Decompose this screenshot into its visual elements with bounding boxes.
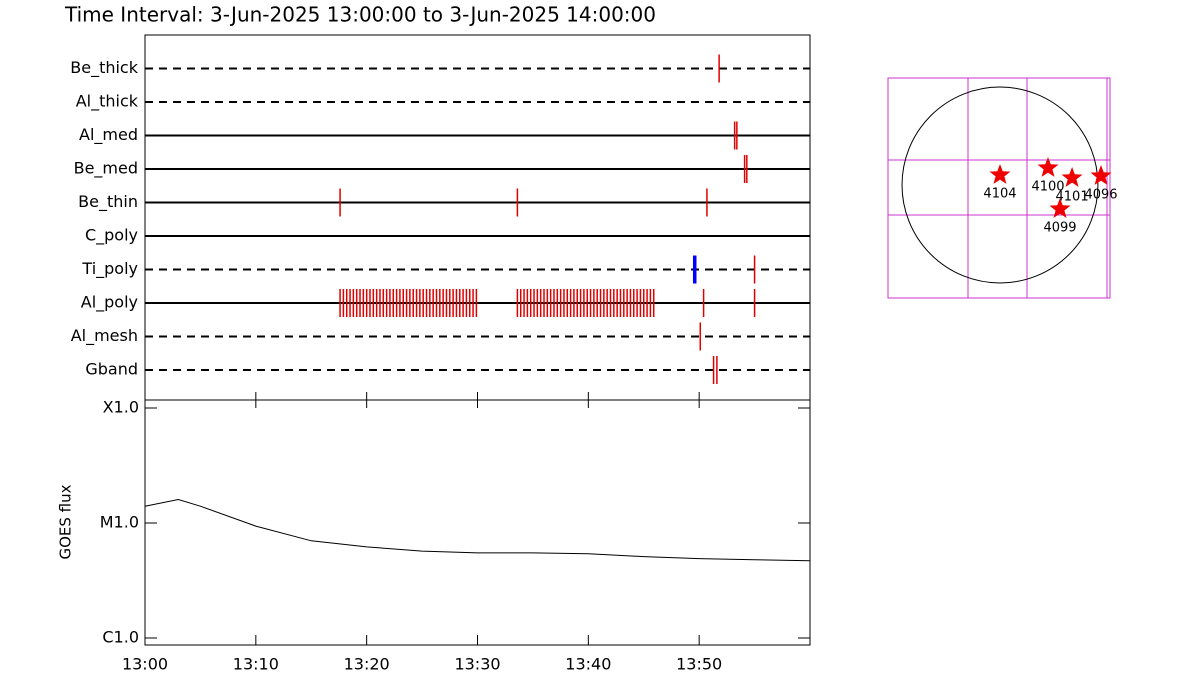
y-axis-label: GOES flux	[57, 484, 75, 559]
row-label: C_poly	[85, 226, 138, 246]
goes-curve	[144, 498, 811, 562]
row-label: Ti_poly	[81, 259, 138, 279]
row-label: Be_thick	[70, 58, 138, 78]
row-label: Al_med	[79, 125, 138, 145]
map-frame	[887, 77, 1111, 299]
row-label: Al_mesh	[71, 326, 138, 346]
y-tick-label: M1.0	[100, 513, 139, 532]
region-label: 4104	[983, 187, 1016, 202]
x-tick-label: 13:00	[122, 655, 168, 674]
row-label: Gband	[85, 360, 138, 379]
region-star	[1049, 198, 1071, 218]
region-label: 4096	[1084, 188, 1117, 203]
region-label: 4100	[1031, 180, 1064, 195]
region-label: 4101	[1056, 190, 1089, 205]
region-star	[1061, 167, 1083, 187]
region-star	[1037, 157, 1059, 177]
x-tick-label: 13:20	[344, 655, 390, 674]
row-label: Al_poly	[81, 293, 138, 313]
region-star	[989, 164, 1011, 184]
x-tick-label: 13:10	[233, 655, 279, 674]
row-label: Be_med	[74, 159, 138, 179]
chart-title: Time Interval: 3-Jun-2025 13:00:00 to 3-…	[64, 3, 656, 27]
filter-panel	[144, 34, 811, 401]
solar-disk	[901, 86, 1099, 284]
x-tick-label: 13:40	[565, 655, 611, 674]
x-tick-label: 13:30	[454, 655, 500, 674]
y-tick-label: X1.0	[103, 398, 139, 417]
region-star	[1090, 165, 1112, 185]
y-tick-label: C1.0	[102, 628, 139, 647]
x-tick-label: 13:50	[676, 655, 722, 674]
row-label: Al_thick	[76, 92, 139, 112]
region-label: 4099	[1043, 221, 1076, 236]
row-label: Be_thin	[78, 192, 138, 212]
